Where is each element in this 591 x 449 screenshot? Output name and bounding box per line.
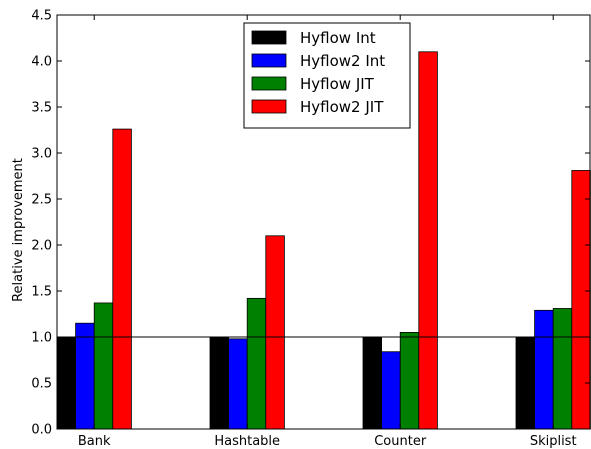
y-tick-label: 0.5 xyxy=(31,377,52,392)
y-tick-label: 4.0 xyxy=(31,55,52,70)
bar-hyflow2-int-counter xyxy=(381,351,401,430)
axes-layer xyxy=(56,14,591,430)
bar-hyflow2-jit-skiplist xyxy=(571,170,591,430)
y-tick-label: 4.5 xyxy=(31,9,52,24)
bar-hyflow2-int-bank xyxy=(75,322,95,430)
legend-swatch xyxy=(251,30,287,45)
legend-swatch xyxy=(251,53,287,68)
bar-hyflow2-int-skiplist xyxy=(534,309,554,430)
ticks-layer: 0.0 0.5 1.0 1.5 2.0 2.5 3.0 3.5 4.0 4.5 Bank Hashta… xyxy=(31,9,590,449)
legend-label: Hyflow2 JIT xyxy=(300,98,384,116)
y-tick-label: 0.0 xyxy=(31,423,52,438)
plot-frame xyxy=(56,14,591,430)
legend: Hyflow Int Hyflow2 Int Hyflow JIT Hyflow2 J… xyxy=(243,22,411,129)
x-tick-label: Skiplist xyxy=(530,434,577,449)
x-tick-label: Bank xyxy=(78,434,111,449)
y-axis-label: Relative improvement xyxy=(11,158,26,302)
x-tick-label: Counter xyxy=(374,434,427,449)
y-tick-label: 1.0 xyxy=(31,331,52,346)
legend-label: Hyflow Int xyxy=(300,29,376,47)
legend-swatch xyxy=(251,99,287,114)
legend-label: Hyflow2 Int xyxy=(300,52,385,70)
bar-hyflow2-jit-bank xyxy=(112,128,132,430)
bar-hyflow-jit-bank xyxy=(93,302,114,430)
x-tick-label: Hashtable xyxy=(214,434,280,449)
legend-swatch xyxy=(251,76,287,91)
legend-label: Hyflow JIT xyxy=(300,75,375,93)
y-tick-label: 1.5 xyxy=(31,285,52,300)
bar-hyflow2-int-hashtable xyxy=(228,338,248,430)
bar-hyflow-jit-hashtable xyxy=(246,297,267,430)
bar-hyflow-int-skiplist xyxy=(515,336,536,430)
bar-hyflow2-jit-hashtable xyxy=(265,235,285,430)
bar-hyflow-jit-skiplist xyxy=(552,308,573,430)
bar-hyflow-jit-counter xyxy=(399,331,420,430)
bar-hyflow-int-counter xyxy=(362,336,383,430)
bar-hyflow2-jit-counter xyxy=(418,51,438,430)
y-tick-label: 2.5 xyxy=(31,193,52,208)
y-tick-label: 3.0 xyxy=(31,147,52,162)
y-tick-label: 2.0 xyxy=(31,239,52,254)
bar-hyflow-int-hashtable xyxy=(209,336,230,430)
y-tick-label: 3.5 xyxy=(31,101,52,116)
